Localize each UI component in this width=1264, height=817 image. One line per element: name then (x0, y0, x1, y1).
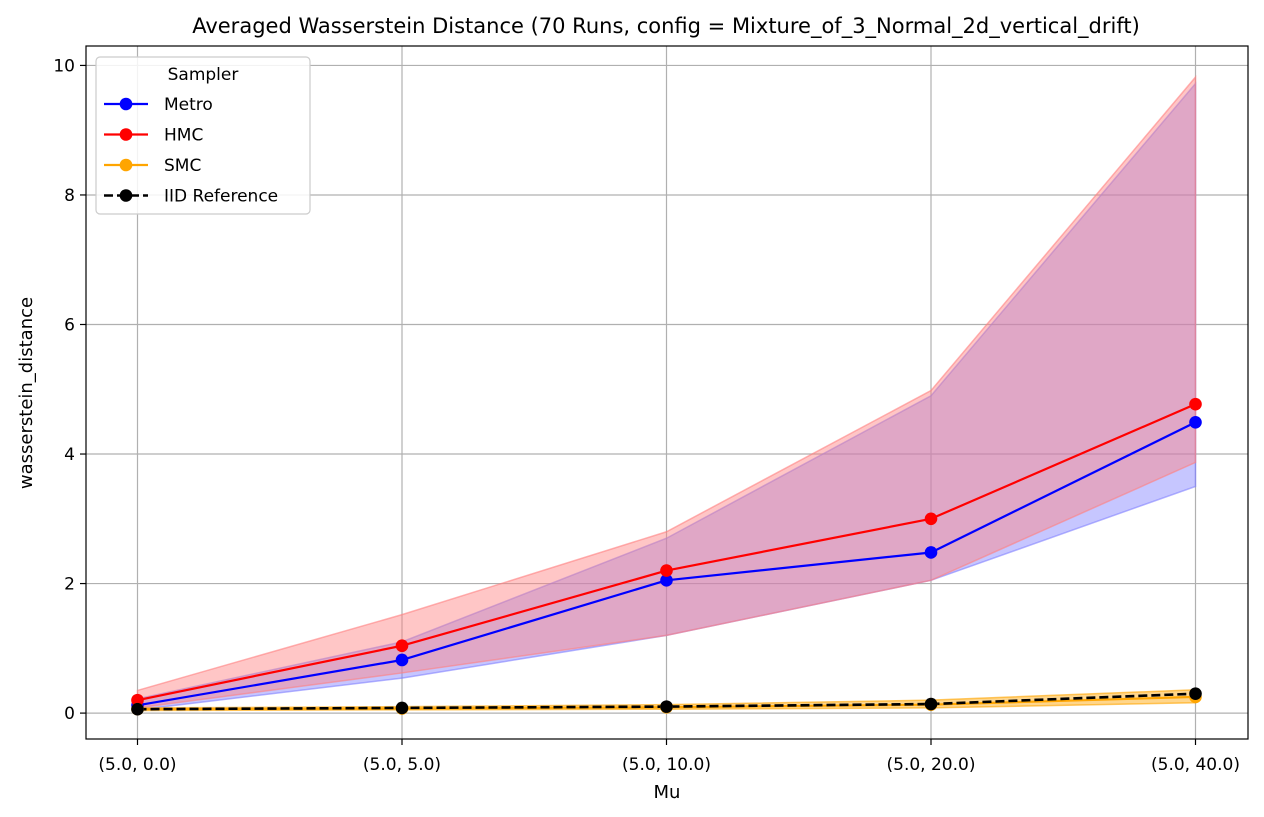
legend-label-metro: Metro (164, 95, 213, 115)
x-axis-label: Mu (654, 782, 681, 803)
legend-label-iid-reference: IID Reference (164, 187, 278, 207)
x-tick-label: (5.0, 5.0) (363, 755, 441, 775)
legend-box (95, 56, 311, 215)
legend-marker-metro (119, 97, 133, 111)
metro-point (395, 653, 409, 667)
x-axis-ticks: (5.0, 0.0) (5.0, 5.0) (5.0, 10.0) (5.0, 20.… (98, 739, 1240, 775)
iid-reference-point (395, 701, 409, 715)
legend-marker-smc (119, 158, 133, 172)
y-tick-label: 2 (64, 575, 75, 595)
x-tick-label: (5.0, 20.0) (887, 755, 976, 775)
y-tick-label: 4 (64, 445, 75, 465)
y-tick-label: 10 (53, 56, 75, 76)
hmc-point (131, 693, 144, 707)
iid-reference-point (924, 697, 938, 711)
x-tick-label: (5.0, 40.0) (1151, 755, 1240, 775)
hmc-point (395, 639, 409, 653)
y-tick-label: 8 (64, 186, 75, 206)
y-tick-label: 0 (64, 704, 75, 724)
y-axis-label: wasserstein_distance (16, 297, 37, 489)
iid-reference-point (131, 702, 144, 716)
iid-reference-point (660, 700, 673, 713)
iid-reference-line (137, 692, 1196, 711)
y-axis-ticks: 0 2 4 6 8 10 (53, 56, 86, 724)
series-markers (131, 397, 1202, 716)
chart-title: Averaged Wasserstein Distance (70 Runs, … (192, 14, 1140, 39)
legend-title: Sampler (168, 65, 239, 85)
hmc-point (924, 512, 938, 526)
hmc-point (1189, 397, 1202, 411)
y-tick-label: 6 (64, 315, 75, 335)
legend-items: Metro HMC SMC IID Reference (104, 95, 278, 207)
legend-label-smc: SMC (164, 156, 201, 176)
metro-point (924, 546, 938, 559)
x-tick-label: (5.0, 10.0) (622, 755, 711, 775)
metro-point (660, 574, 673, 587)
metro-point (1189, 415, 1202, 429)
legend-marker-iid-reference (119, 189, 133, 202)
iid-reference-point (1189, 687, 1202, 700)
x-tick-label: (5.0, 0.0) (98, 755, 176, 775)
legend: Sampler Metro HMC SMC IID Reference (95, 56, 311, 215)
hmc-point (660, 564, 673, 577)
legend-label-hmc: HMC (164, 126, 203, 146)
legend-marker-hmc (119, 128, 133, 141)
